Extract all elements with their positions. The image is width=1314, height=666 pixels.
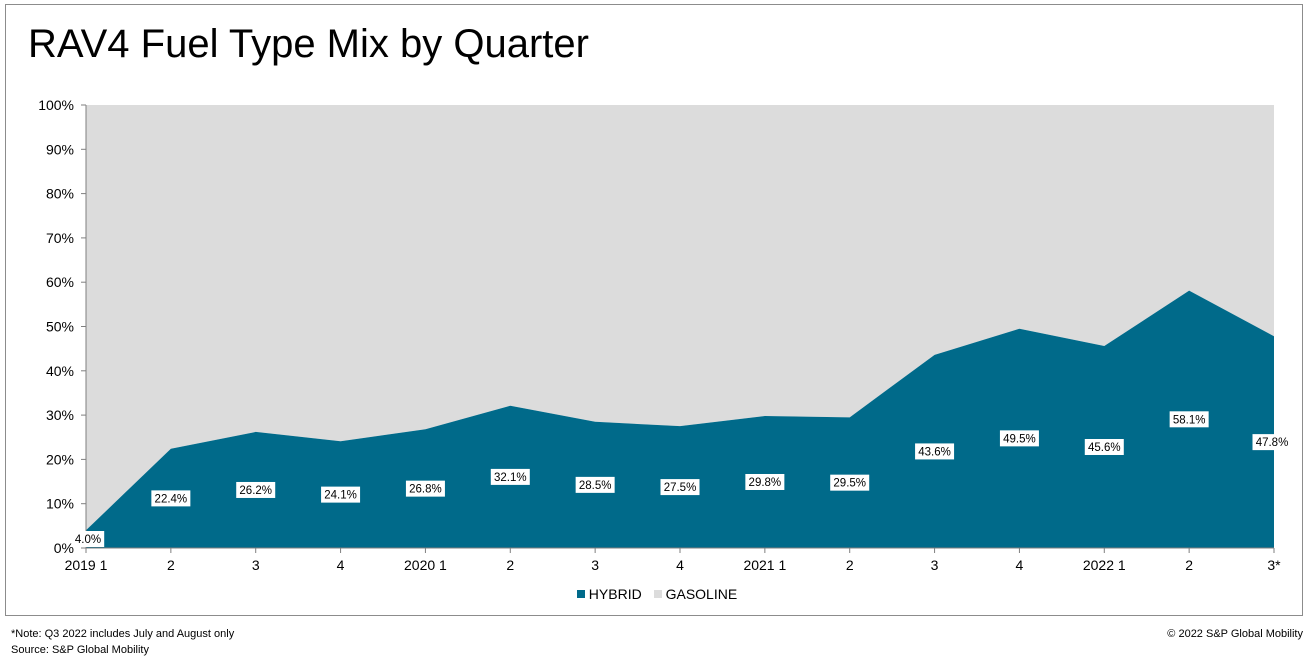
x-tick-label: 2019 1 (65, 557, 108, 573)
y-tick-label: 90% (46, 141, 74, 157)
data-label-box (405, 480, 445, 497)
data-label: 4.0% (75, 534, 101, 546)
copyright: © 2022 S&P Global Mobility (1167, 628, 1303, 640)
x-tick-label: 2020 1 (404, 557, 447, 573)
data-label-box (745, 473, 785, 490)
x-tick-label: 3* (1267, 557, 1281, 573)
y-tick-label: 50% (46, 319, 74, 335)
chart-legend: HYBRID GASOLINE (0, 585, 1314, 602)
x-tick-label: 3 (591, 557, 599, 573)
data-label: 26.2% (239, 485, 272, 497)
chart-frame (5, 4, 1303, 616)
footnote: *Note: Q3 2022 includes July and August … (11, 626, 234, 658)
y-tick-label: 100% (38, 97, 74, 113)
y-tick-label: 70% (46, 230, 74, 246)
x-tick-label: 3 (931, 557, 939, 573)
legend-swatch-hybrid (576, 590, 585, 598)
data-label: 49.5% (1003, 433, 1036, 445)
legend-swatch-gasoline (653, 590, 662, 598)
y-tick-label: 20% (46, 451, 74, 467)
y-tick-label: 80% (46, 186, 74, 202)
x-tick-label: 2 (846, 557, 854, 573)
data-label: 27.5% (664, 482, 697, 494)
footnote-note: *Note: Q3 2022 includes July and August … (11, 628, 235, 640)
data-label: 24.1% (324, 490, 357, 502)
data-label: 29.5% (833, 478, 866, 490)
x-tick-label: 4 (676, 557, 684, 573)
data-label-box (236, 481, 276, 498)
data-label-box (915, 443, 955, 460)
x-tick-label: 2022 1 (1083, 557, 1126, 573)
legend-label-gasoline: GASOLINE (665, 586, 738, 602)
y-tick-label: 60% (46, 274, 74, 290)
series-area-gasoline (86, 105, 1274, 531)
y-tick-label: 40% (46, 363, 74, 379)
data-label: 32.1% (494, 472, 527, 484)
legend-item-gasoline: GASOLINE (653, 586, 738, 602)
footnote-source: Source: S&P Global Mobility (11, 644, 149, 656)
x-tick-label: 4 (337, 557, 345, 573)
data-label-box (151, 490, 191, 507)
x-tick-label: 2 (506, 557, 514, 573)
data-label: 47.8% (1256, 437, 1289, 449)
x-tick-label: 3 (252, 557, 260, 573)
data-label: 26.8% (409, 484, 442, 496)
chart-title: RAV4 Fuel Type Mix by Quarter (28, 22, 589, 66)
x-tick-label: 2021 1 (743, 557, 786, 573)
data-label-box (321, 486, 361, 503)
data-label-box (999, 430, 1039, 447)
data-label-box (660, 479, 700, 496)
data-label: 29.8% (749, 477, 782, 489)
data-label: 45.6% (1088, 442, 1121, 454)
y-tick-label: 0% (54, 540, 74, 556)
data-label: 43.6% (918, 446, 951, 458)
data-label-box (1084, 438, 1124, 455)
data-label: 22.4% (155, 493, 188, 505)
y-tick-label: 10% (46, 496, 74, 512)
x-tick-label: 4 (1016, 557, 1024, 573)
data-label: 28.5% (579, 480, 612, 492)
data-label-box (830, 474, 870, 491)
data-label-box (490, 468, 530, 485)
series-area-hybrid (86, 290, 1274, 548)
x-tick-label: 2 (167, 557, 175, 573)
x-tick-label: 2 (1185, 557, 1193, 573)
data-label-box (1169, 411, 1209, 428)
legend-item-hybrid: HYBRID (576, 586, 642, 602)
data-label: 58.1% (1173, 414, 1206, 426)
data-label-box (1252, 434, 1292, 451)
legend-label-hybrid: HYBRID (588, 586, 642, 602)
y-tick-label: 30% (46, 407, 74, 423)
data-label-box (575, 476, 615, 493)
data-label-box (71, 531, 105, 547)
